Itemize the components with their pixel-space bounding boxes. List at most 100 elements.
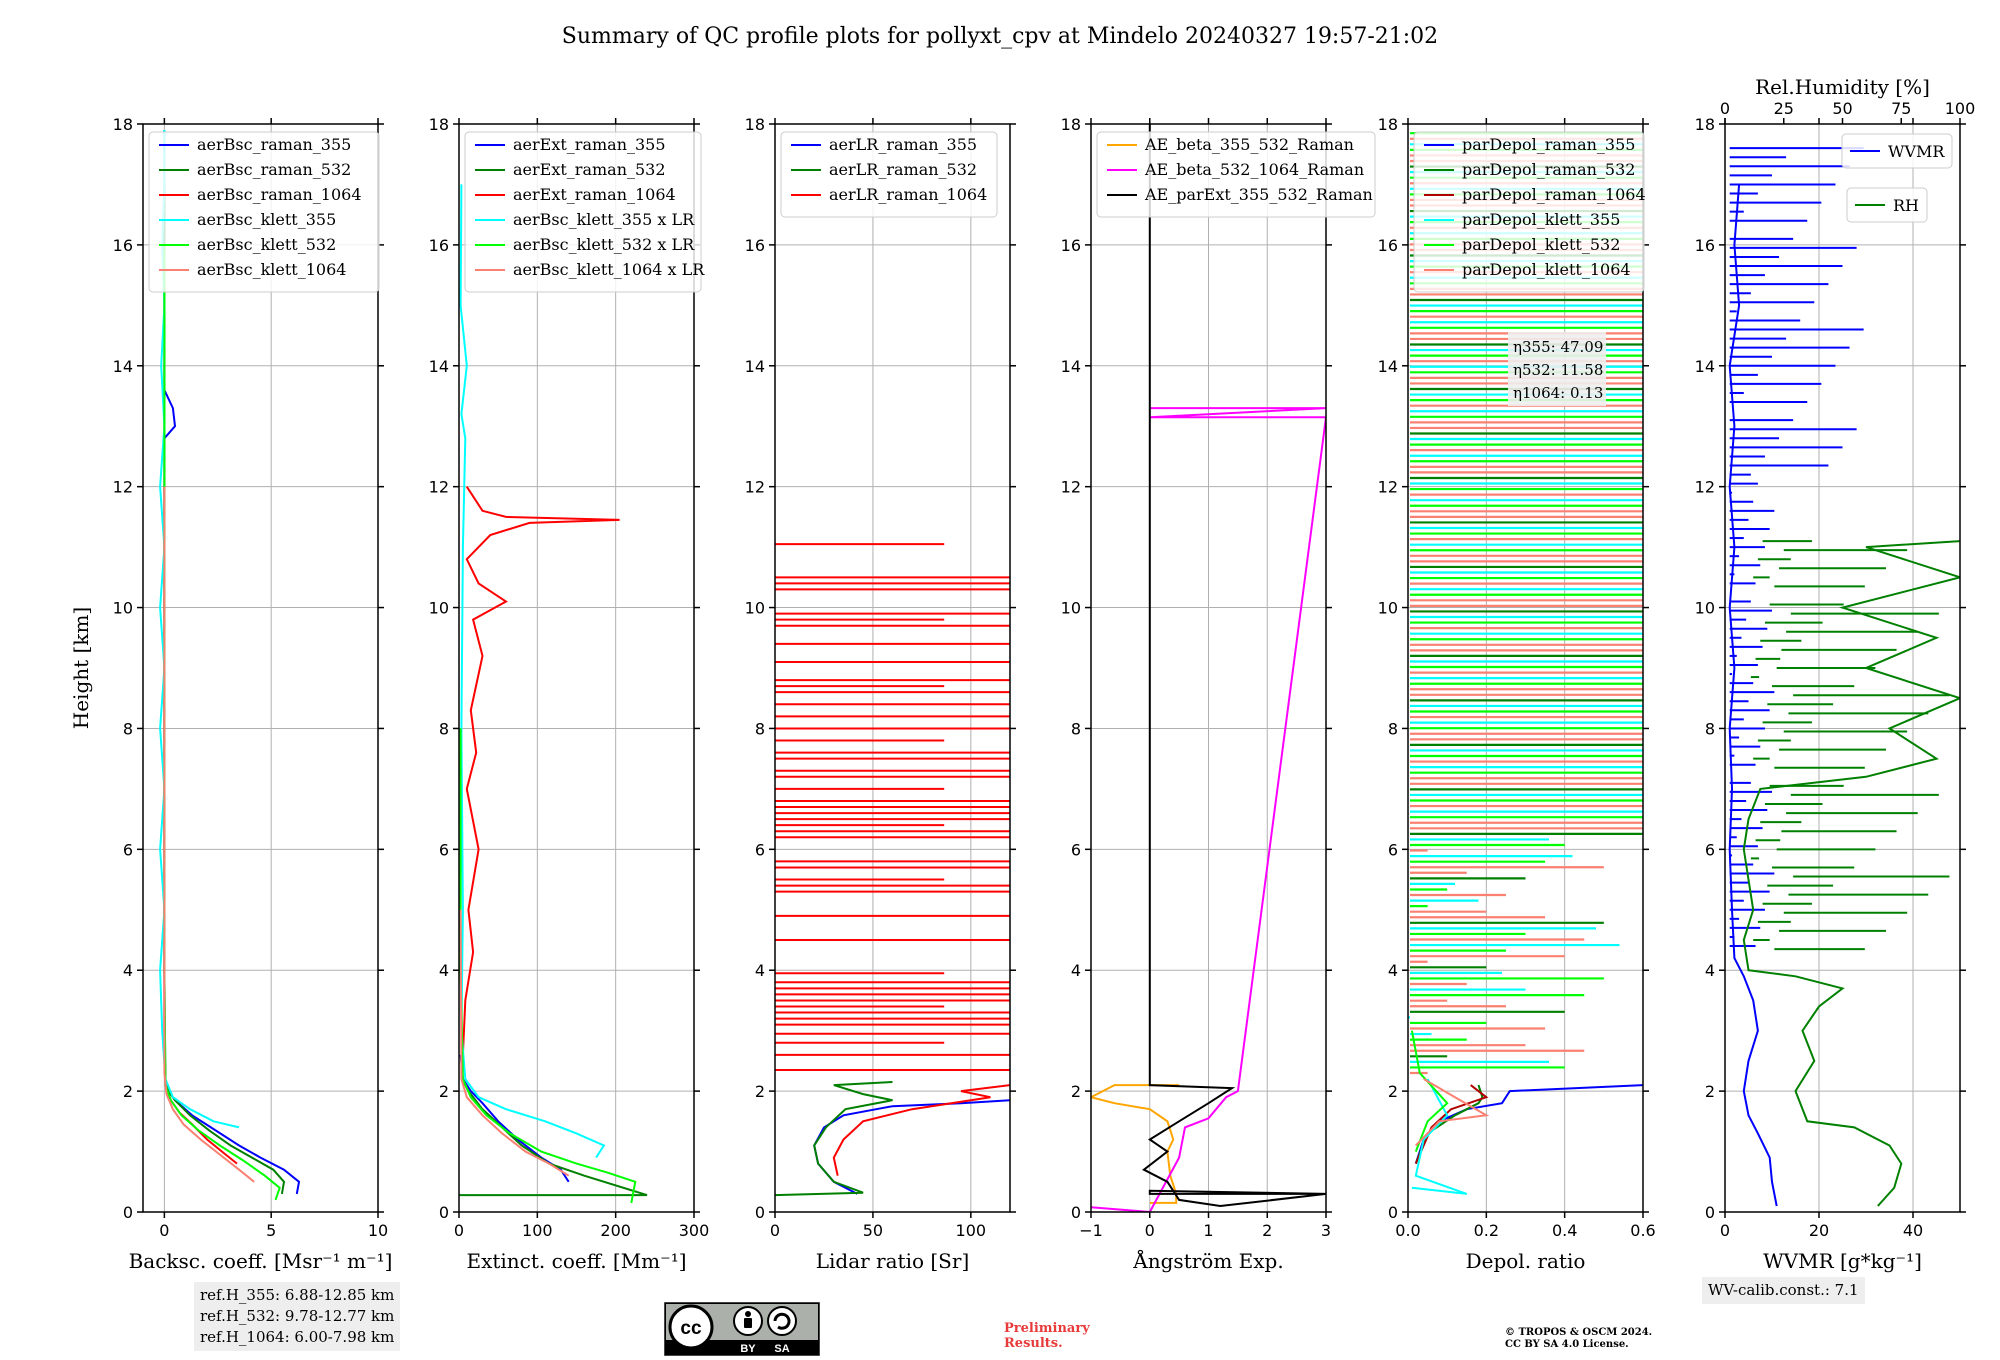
x-tick-label: 0 [770,1221,780,1240]
legend-entry: RH [1893,196,1919,215]
axes-frame [458,123,695,1213]
x-tick-label: 100 [522,1221,553,1240]
y-tick-label: 18 [1061,115,1081,134]
y-tick-label: 6 [1388,840,1398,859]
x2-tick-label: 25 [1774,99,1794,118]
y-tick-label: 16 [429,236,449,255]
x-tick-label: 0.0 [1395,1221,1420,1240]
legend-box [464,131,702,293]
legend-box [1413,131,1645,293]
cc-by-sa-badge: cc BY SA [664,1302,820,1356]
legend-entry: parDepol_klett_355 [1462,210,1620,229]
series-aerBsc_klett_532 [163,244,281,1201]
y-tick-label: 8 [439,719,449,738]
x-tick-label: 200 [600,1221,631,1240]
series-aerBsc_klett_355 x LR [459,184,606,1159]
preliminary-line-2: Results. [1004,1336,1063,1351]
legend-box [148,131,380,293]
plot-area [1091,124,1326,1212]
x-axis-label: Lidar ratio [Sr] [816,1249,970,1273]
x-tick-label: 0 [1145,1221,1155,1240]
y-tick-label: 2 [755,1082,765,1101]
legend-box [1846,187,1928,223]
y-tick-label: 18 [1378,115,1398,134]
x-axis-label: WVMR [g*kg⁻¹] [1763,1249,1922,1273]
legend-entry: parDepol_raman_1064 [1462,185,1646,204]
plot-area [159,130,301,1201]
y-tick-label: 0 [1071,1203,1081,1222]
series-aerLR_raman_1064 [832,1084,1010,1176]
y-axis-label: Height [km] [69,607,93,729]
share-alike-icon [767,1306,797,1336]
x-tick-label: 0.2 [1474,1221,1499,1240]
series-parDepol_klett_532 [1410,1030,1449,1152]
y-tick-label: 2 [1388,1082,1398,1101]
y-tick-label: 8 [123,719,133,738]
x-tick-label: 20 [1809,1221,1829,1240]
y-tick-label: 0 [123,1203,133,1222]
y-tick-label: 14 [429,357,449,376]
y-tick-label: 8 [1388,719,1398,738]
x-axis-label: Depol. ratio [1466,1249,1586,1273]
ref-height-1064: ref.H_1064: 6.00-7.98 km [200,1328,395,1346]
y-tick-label: 12 [113,478,133,497]
series-aerBsc_klett_355 [159,130,240,1129]
legend-entry: aerBsc_klett_1064 [197,260,346,279]
y-tick-label: 10 [429,599,449,618]
eta-annotation: η532: 11.58 [1513,361,1603,379]
x2-tick-label: 50 [1832,99,1852,118]
y-tick-label: 14 [745,357,765,376]
y-tick-label: 4 [755,961,765,980]
y-tick-label: 2 [123,1082,133,1101]
plot-area [459,184,648,1204]
y-tick-label: 10 [1061,599,1081,618]
x-tick-label: 40 [1903,1221,1923,1240]
legend-entry: aerLR_raman_532 [829,160,977,179]
y-tick-label: 10 [113,599,133,618]
legend-entry: parDepol_raman_355 [1462,135,1635,154]
series-parDepol_raman_1064 [1414,1084,1489,1164]
svg-text:cc: cc [680,1318,702,1339]
y-tick-label: 2 [1071,1082,1081,1101]
x-axis-label: Extinct. coeff. [Mm⁻¹] [466,1249,686,1273]
legend-entry: aerBsc_klett_1064 x LR [513,260,705,279]
cc-icon [668,1304,714,1350]
y-tick-label: 16 [1695,236,1715,255]
y-tick-label: 4 [439,961,449,980]
y-tick-label: 0 [1388,1203,1398,1222]
y-tick-label: 6 [1071,840,1081,859]
axes-frame [142,123,379,1213]
legend-entry: aerBsc_raman_1064 [197,185,362,204]
series-RH [1742,540,1960,1207]
y-tick-label: 12 [745,478,765,497]
x-tick-label: 2 [1262,1221,1272,1240]
series-parDepol_klett_355 [1411,1078,1468,1195]
x2-tick-label: 0 [1720,99,1730,118]
legend-box [1096,131,1376,218]
preliminary-note: Preliminary Results. [1004,1321,1090,1351]
series-AE_beta_532_1064_Raman [1091,407,1326,1212]
y-tick-label: 8 [1705,719,1715,738]
y-tick-label: 6 [439,840,449,859]
legend-entry: WVMR [1888,142,1945,161]
y-tick-label: 16 [1378,236,1398,255]
x-tick-label: 3 [1321,1221,1331,1240]
series-aerLR_raman_355 [813,1099,1010,1195]
legend-entry: parDepol_klett_1064 [1462,260,1631,279]
y-tick-label: 4 [123,961,133,980]
legend-entry: AE_beta_532_1064_Raman [1144,160,1364,179]
legend-entry: aerExt_raman_355 [513,135,666,154]
x-tick-label: 1 [1203,1221,1213,1240]
series-parDepol_klett_1064 [1415,1078,1490,1147]
series-parDepol_raman_355 [1414,1084,1643,1164]
y-tick-label: 6 [123,840,133,859]
legend-entry: aerBsc_raman_532 [197,160,351,179]
y-tick-label: 12 [429,478,449,497]
legend-entry: parDepol_klett_532 [1462,235,1620,254]
copyright-note: © TROPOS & OSCM 2024. CC BY SA 4.0 Licen… [1505,1327,1652,1351]
legend-box [780,131,998,218]
plot-area [775,543,1010,1197]
y-tick-label: 8 [1071,719,1081,738]
panel-1: 0 5 10 0 2 4 6 8 10 12 14 16 18 Backsc. coeff. [Msr⁻¹… [69,115,392,1273]
